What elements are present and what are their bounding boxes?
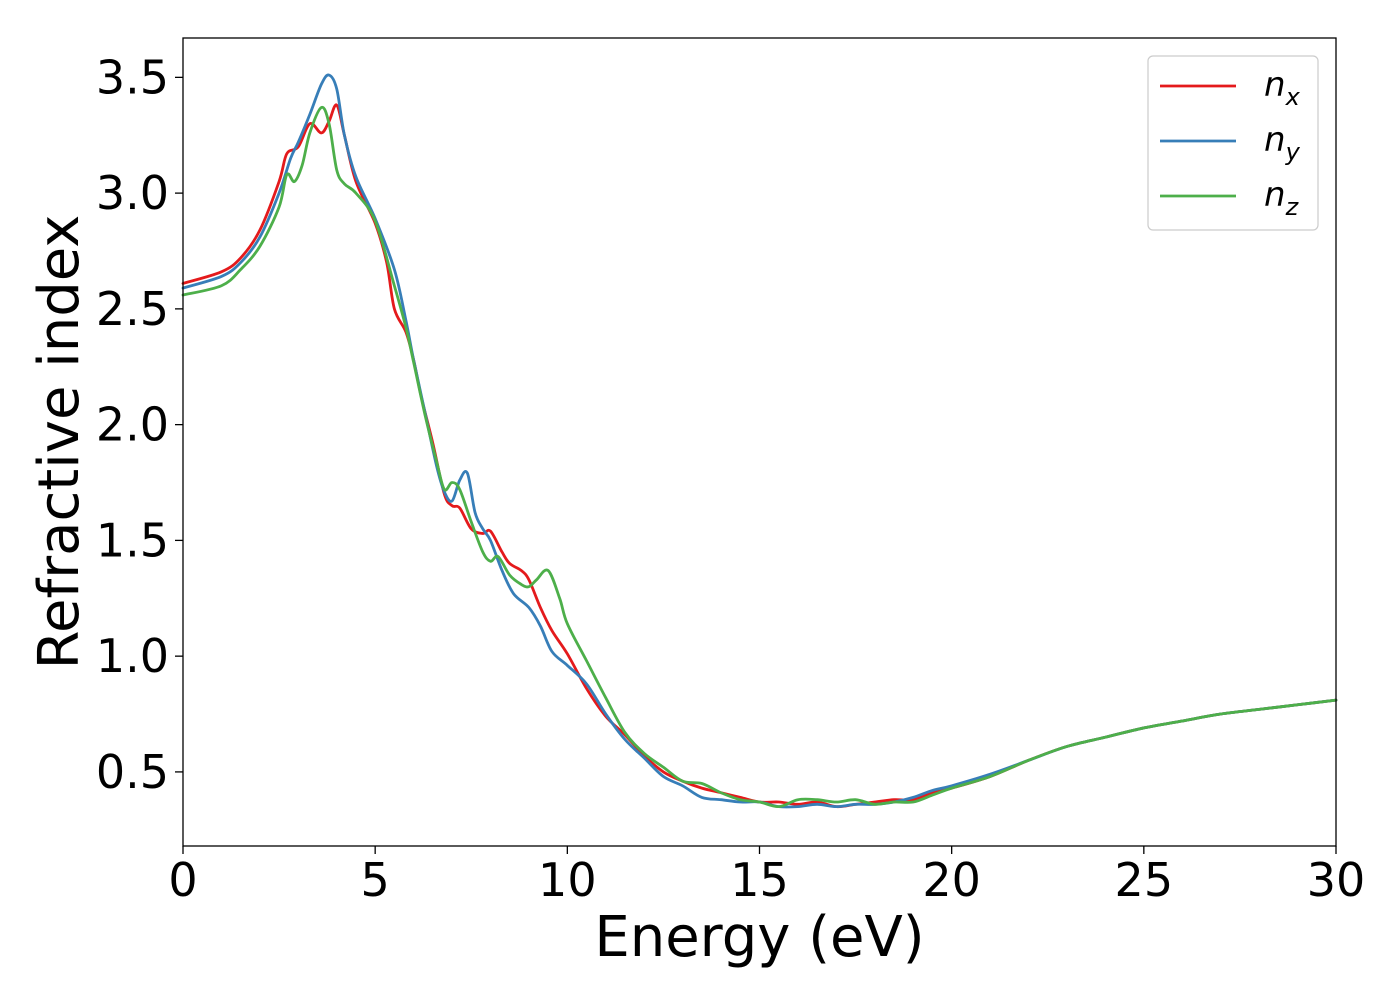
legend-label-y: ny [1264,120,1301,166]
y-tick-label: 2.0 [96,398,169,452]
legend-box [1147,55,1319,231]
legend-label-x: nx [1264,65,1301,111]
x-tick-label: 0 [168,853,197,907]
legend-label-z: nz [1264,175,1300,221]
x-tick-label: 25 [1115,853,1174,907]
x-tick-label: 15 [730,853,789,907]
x-tick-label: 5 [361,853,390,907]
x-tick-label: 10 [538,853,597,907]
y-tick-label: 3.5 [96,50,169,104]
series-line-z [181,105,1338,809]
x-axis-ticks: 0 5 10 15 20 25 30 [168,846,1365,907]
x-tick-label: 30 [1307,853,1366,907]
x-tick-label: 20 [922,853,981,907]
series-layer [181,73,1338,809]
y-axis-ticks: 0.5 1.0 1.5 2.0 2.5 3.0 3.5 [96,50,183,799]
y-tick-label: 2.5 [96,282,169,336]
y-tick-label: 0.5 [96,745,169,799]
y-tick-label: 3.0 [96,166,169,220]
y-axis-label: Refractive index [27,215,92,670]
y-tick-label: 1.5 [96,513,169,567]
series-line-y [181,73,1338,809]
y-tick-label: 1.0 [96,629,169,683]
legend: nx ny nz [1147,55,1319,231]
x-axis-label: Energy (eV) [594,905,924,970]
